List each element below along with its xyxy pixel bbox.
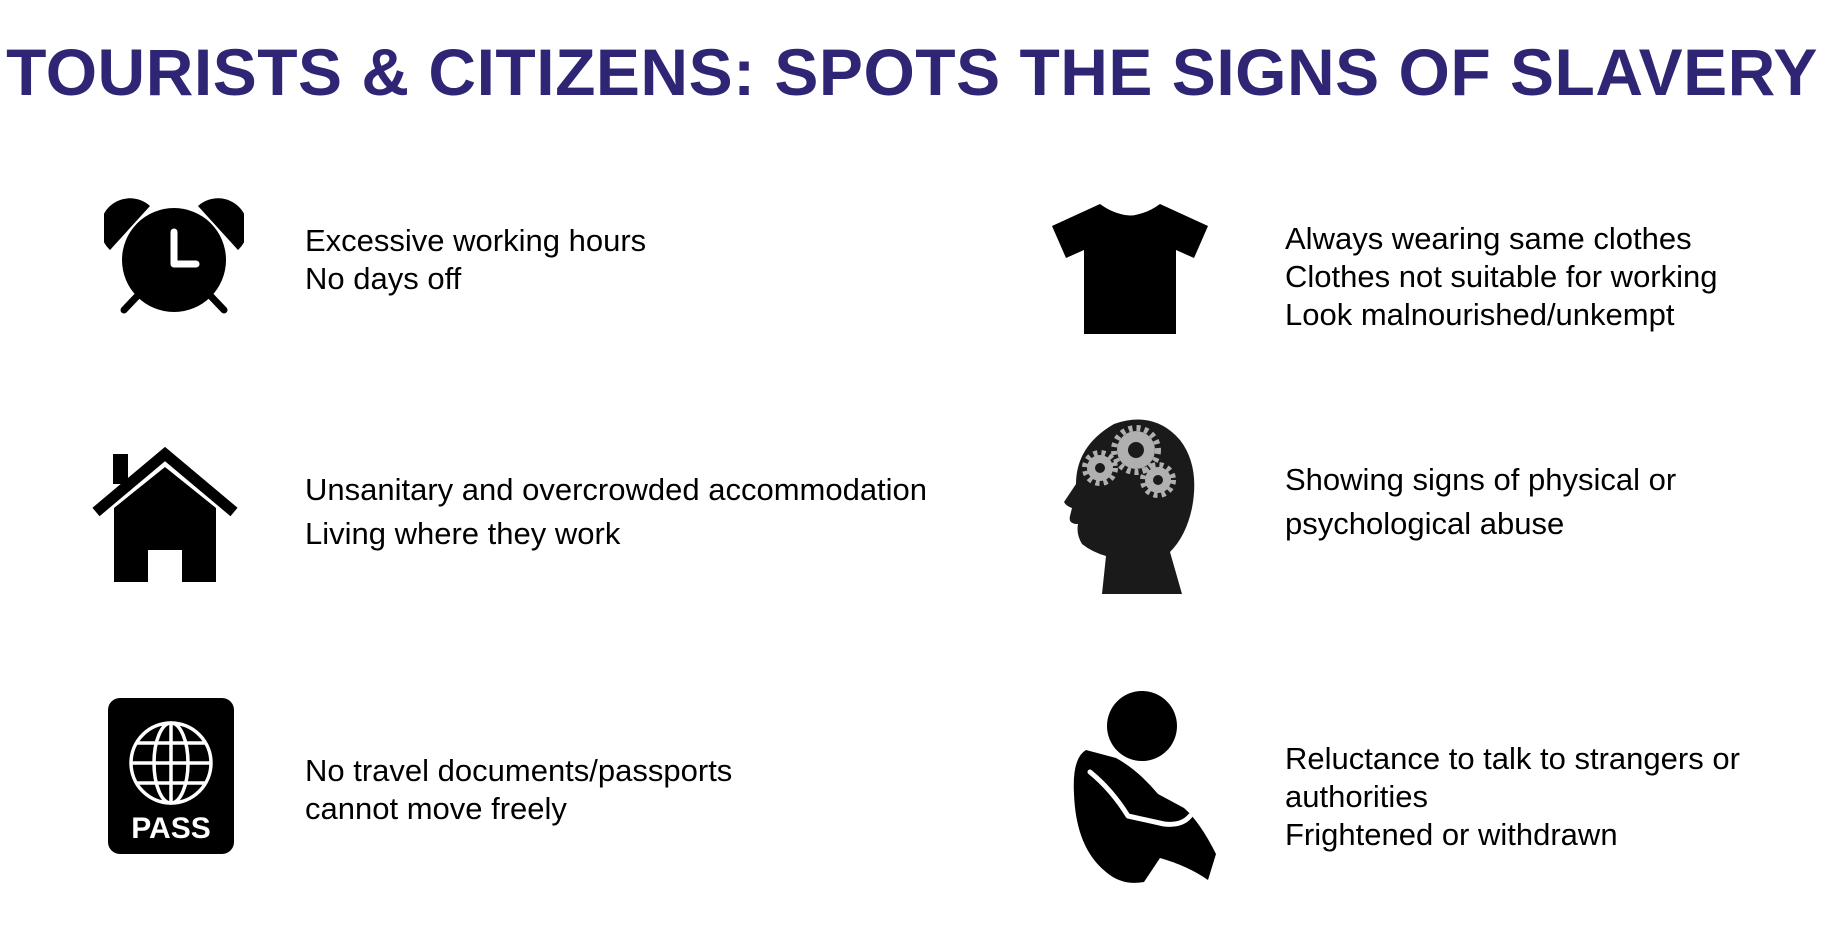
t-shirt-icon [1052, 204, 1208, 334]
sign-line: Frightened or withdrawn [1285, 817, 1618, 852]
sign-line: Reluctance to talk to strangers or [1285, 741, 1740, 776]
sign-text-reluctance: Reluctance to talk to strangers or autho… [1285, 740, 1740, 854]
sign-line: Unsanitary and overcrowded accommodation [305, 472, 928, 507]
sign-line: Look malnourished/unkempt [1285, 297, 1675, 332]
sign-line: Excessive working hours [305, 223, 647, 258]
sign-line: authorities [1285, 779, 1429, 814]
sign-line: Clothes not suitable for working [1285, 259, 1718, 294]
sign-text-abuse: Showing signs of physical or psychologic… [1285, 458, 1676, 546]
sign-line: Living where they work [305, 516, 621, 551]
alarm-clock-icon [104, 198, 244, 314]
sign-line: Showing signs of physical or [1285, 462, 1677, 497]
page-title: TOURISTS & CITIZENS: SPOTS THE SIGNS OF … [6, 35, 1818, 109]
sign-line: cannot move freely [305, 791, 567, 826]
sign-text-clothes: Always wearing same clothes Clothes not … [1285, 220, 1718, 334]
sign-line: psychological abuse [1285, 506, 1565, 541]
head-with-gears-icon [1064, 419, 1195, 594]
sign-line: No days off [305, 261, 462, 296]
passport-icon: PASS [108, 698, 234, 854]
sign-line: No travel documents/passports [305, 753, 733, 788]
sign-text-accommodation: Unsanitary and overcrowded accommodation… [305, 468, 927, 556]
sign-line: Always wearing same clothes [1285, 221, 1692, 256]
sitting-person-icon [1073, 691, 1216, 883]
sign-text-working-hours: Excessive working hours No days off [305, 222, 646, 298]
sign-text-travel-documents: No travel documents/passports cannot mov… [305, 752, 732, 828]
passport-label: PASS [131, 812, 210, 845]
house-icon [92, 446, 238, 582]
